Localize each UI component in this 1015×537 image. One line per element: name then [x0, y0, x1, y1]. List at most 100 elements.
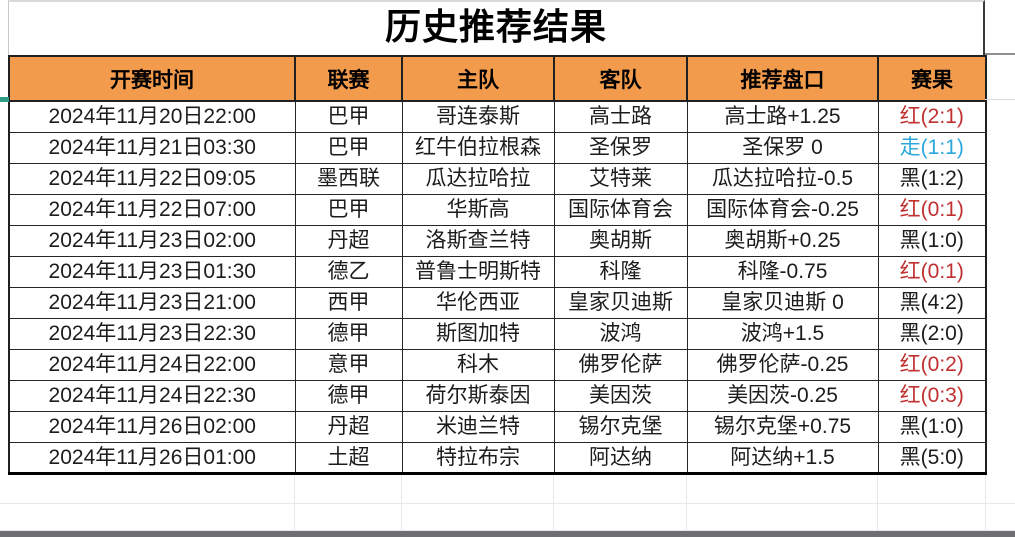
table-row: 2024年11月23日21:00 西甲 华伦西亚 皇家贝迪斯 皇家贝迪斯 0 黑(4:2) [8, 286, 987, 319]
cell-league[interactable]: 德甲 [294, 317, 403, 350]
table-row: 2024年11月20日22:00 巴甲 哥连泰斯 高士路 高士路+1.25 红(2:1) [8, 100, 987, 133]
table-row: 2024年11月21日03:30 巴甲 红牛伯拉根森 圣保罗 圣保罗 0 走(1:1) [8, 131, 987, 164]
table-row: 2024年11月26日01:00 土超 特拉布宗 阿达纳 阿达纳+1.5 黑(5:0) [8, 441, 987, 474]
cell-time[interactable]: 2024年11月23日01:30 [8, 255, 296, 288]
cell-league[interactable]: 丹超 [294, 410, 403, 443]
cell-league[interactable]: 西甲 [294, 286, 403, 319]
cell-handicap[interactable]: 皇家贝迪斯 0 [686, 286, 879, 319]
page-title: 历史推荐结果 [384, 5, 607, 47]
cell-league[interactable]: 巴甲 [294, 100, 403, 133]
cell-result[interactable]: 红(2:1) [877, 100, 987, 133]
cell-home[interactable]: 红牛伯拉根森 [401, 131, 555, 164]
cell-home[interactable]: 华伦西亚 [401, 286, 555, 319]
cell-time[interactable]: 2024年11月23日21:00 [8, 286, 296, 319]
cell-away[interactable]: 佛罗伦萨 [553, 348, 688, 381]
grid-line [985, 99, 1015, 100]
column-header-result[interactable]: 赛果 [877, 55, 987, 102]
table-row: 2024年11月23日22:30 德甲 斯图加特 波鸿 波鸿+1.5 黑(2:0) [8, 317, 987, 350]
cell-home[interactable]: 哥连泰斯 [401, 100, 555, 133]
cell-home[interactable]: 普鲁士明斯特 [401, 255, 555, 288]
cell-handicap[interactable]: 瓜达拉哈拉-0.5 [686, 162, 879, 195]
cell-time[interactable]: 2024年11月26日01:00 [8, 441, 296, 474]
cell-result[interactable]: 黑(1:0) [877, 410, 987, 443]
cell-handicap[interactable]: 锡尔克堡+0.75 [686, 410, 879, 443]
cell-result[interactable]: 红(0:3) [877, 379, 987, 412]
cell-handicap[interactable]: 圣保罗 0 [686, 131, 879, 164]
cell-handicap[interactable]: 国际体育会-0.25 [686, 193, 879, 226]
cell-league[interactable]: 墨西联 [294, 162, 403, 195]
grid-line [985, 53, 1015, 55]
cell-time[interactable]: 2024年11月23日02:00 [8, 224, 296, 257]
cell-home[interactable]: 瓜达拉哈拉 [401, 162, 555, 195]
cell-home[interactable]: 斯图加特 [401, 317, 555, 350]
table-row: 2024年11月24日22:30 德甲 荷尔斯泰因 美因茨 美因茨-0.25 红(0:3) [8, 379, 987, 412]
cell-away[interactable]: 皇家贝迪斯 [553, 286, 688, 319]
column-header-home[interactable]: 主队 [401, 55, 555, 102]
cell-away[interactable]: 锡尔克堡 [553, 410, 688, 443]
grid-line [0, 503, 1015, 504]
cell-handicap[interactable]: 高士路+1.25 [686, 100, 879, 133]
cell-result[interactable]: 黑(2:0) [877, 317, 987, 350]
cell-time[interactable]: 2024年11月21日03:30 [8, 131, 296, 164]
cell-time[interactable]: 2024年11月22日09:05 [8, 162, 296, 195]
cell-handicap[interactable]: 佛罗伦萨-0.25 [686, 348, 879, 381]
cell-home[interactable]: 科木 [401, 348, 555, 381]
cell-away[interactable]: 波鸿 [553, 317, 688, 350]
cell-result[interactable]: 红(0:1) [877, 193, 987, 226]
cell-away[interactable]: 圣保罗 [553, 131, 688, 164]
table-row: 2024年11月22日09:05 墨西联 瓜达拉哈拉 艾特莱 瓜达拉哈拉-0.5 黑(1:… [8, 162, 987, 195]
cell-league[interactable]: 巴甲 [294, 193, 403, 226]
table-row: 2024年11月22日07:00 巴甲 华斯高 国际体育会 国际体育会-0.25 红(0:… [8, 193, 987, 226]
cell-home[interactable]: 洛斯查兰特 [401, 224, 555, 257]
table-row: 2024年11月24日22:00 意甲 科木 佛罗伦萨 佛罗伦萨-0.25 红(0:2) [8, 348, 987, 381]
table-row: 2024年11月26日02:00 丹超 米迪兰特 锡尔克堡 锡尔克堡+0.75 黑(1:0… [8, 410, 987, 443]
cell-handicap[interactable]: 波鸿+1.5 [686, 317, 879, 350]
cell-league[interactable]: 丹超 [294, 224, 403, 257]
cell-away[interactable]: 奥胡斯 [553, 224, 688, 257]
cell-time[interactable]: 2024年11月23日22:30 [8, 317, 296, 350]
cell-handicap[interactable]: 阿达纳+1.5 [686, 441, 879, 474]
cell-result[interactable]: 黑(5:0) [877, 441, 987, 474]
cell-home[interactable]: 特拉布宗 [401, 441, 555, 474]
column-header-time[interactable]: 开赛时间 [8, 55, 296, 102]
cell-away[interactable]: 国际体育会 [553, 193, 688, 226]
header-row: 开赛时间 联赛 主队 客队 推荐盘口 赛果 [8, 55, 987, 102]
cell-result[interactable]: 红(0:1) [877, 255, 987, 288]
cell-league[interactable]: 德乙 [294, 255, 403, 288]
cell-away[interactable]: 艾特莱 [553, 162, 688, 195]
table-row: 2024年11月23日02:00 丹超 洛斯查兰特 奥胡斯 奥胡斯+0.25 黑(1:0) [8, 224, 987, 257]
cell-time[interactable]: 2024年11月24日22:00 [8, 348, 296, 381]
cell-away[interactable]: 阿达纳 [553, 441, 688, 474]
column-header-handicap[interactable]: 推荐盘口 [686, 55, 879, 102]
cell-home[interactable]: 米迪兰特 [401, 410, 555, 443]
cell-handicap[interactable]: 奥胡斯+0.25 [686, 224, 879, 257]
column-header-league[interactable]: 联赛 [294, 55, 403, 102]
cell-time[interactable]: 2024年11月26日02:00 [8, 410, 296, 443]
cell-result[interactable]: 红(0:2) [877, 348, 987, 381]
cell-home[interactable]: 荷尔斯泰因 [401, 379, 555, 412]
cell-league[interactable]: 巴甲 [294, 131, 403, 164]
cell-result[interactable]: 黑(1:2) [877, 162, 987, 195]
cell-away[interactable]: 科隆 [553, 255, 688, 288]
cell-result[interactable]: 黑(4:2) [877, 286, 987, 319]
row-selection-marker [0, 97, 9, 102]
cell-time[interactable]: 2024年11月22日07:00 [8, 193, 296, 226]
cell-home[interactable]: 华斯高 [401, 193, 555, 226]
grid-line [0, 530, 1015, 531]
cell-result[interactable]: 走(1:1) [877, 131, 987, 164]
cell-league[interactable]: 意甲 [294, 348, 403, 381]
title-cell[interactable]: 历史推荐结果 [8, 0, 985, 55]
table-row: 2024年11月23日01:30 德乙 普鲁士明斯特 科隆 科隆-0.75 红(0:1) [8, 255, 987, 288]
cell-handicap[interactable]: 美因茨-0.25 [686, 379, 879, 412]
cell-handicap[interactable]: 科隆-0.75 [686, 255, 879, 288]
column-header-away[interactable]: 客队 [553, 55, 688, 102]
cell-away[interactable]: 高士路 [553, 100, 688, 133]
cell-away[interactable]: 美因茨 [553, 379, 688, 412]
results-table: 开赛时间 联赛 主队 客队 推荐盘口 赛果 2024年11月20日22:00 巴甲… [8, 55, 987, 475]
cell-league[interactable]: 德甲 [294, 379, 403, 412]
cell-time[interactable]: 2024年11月24日22:30 [8, 379, 296, 412]
cell-result[interactable]: 黑(1:0) [877, 224, 987, 257]
cell-league[interactable]: 土超 [294, 441, 403, 474]
cell-time[interactable]: 2024年11月20日22:00 [8, 100, 296, 133]
